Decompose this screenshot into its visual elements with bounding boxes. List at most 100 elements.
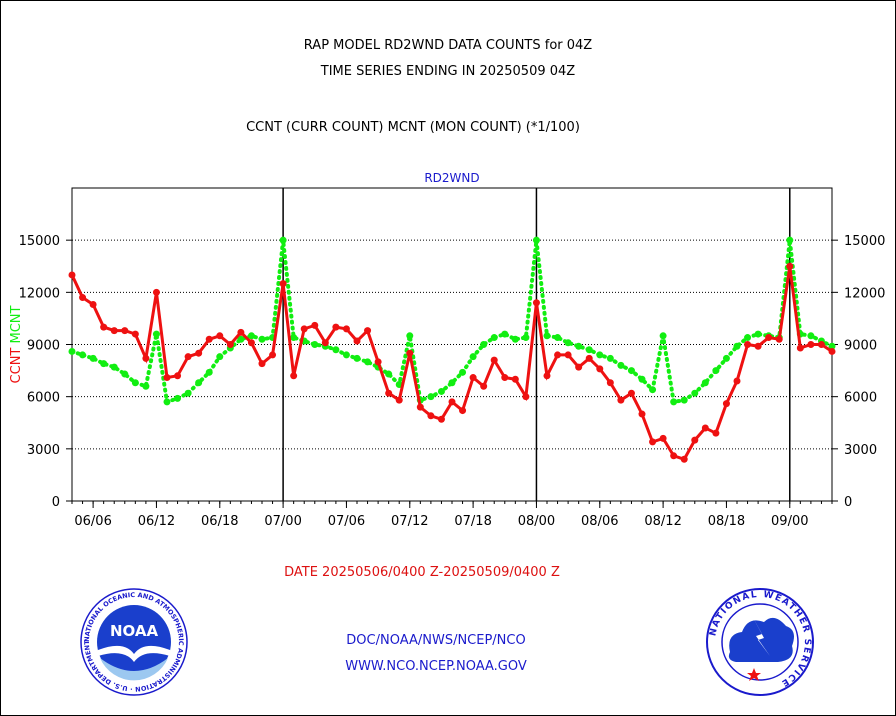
mcnt-point: [712, 367, 720, 375]
noaa-logo-bird: [98, 645, 170, 662]
noaa-logo-disc: [97, 605, 171, 679]
url-line: WWW.NCO.NCEP.NOAA.GOV: [345, 659, 527, 674]
ccnt-point: [89, 301, 97, 309]
ccnt-point: [279, 280, 287, 288]
x-tick-label: 06/18: [201, 514, 238, 529]
x-tick-label: 06/06: [74, 514, 111, 529]
mcnt-point: [744, 334, 752, 342]
ccnt-point: [353, 337, 361, 345]
mcnt-point: [828, 342, 836, 350]
nws-logo: NATIONAL WEATHER SERVICE: [706, 588, 814, 696]
mcnt-point: [754, 330, 762, 338]
x-tick-label: 07/00: [264, 514, 301, 529]
ccnt-point: [152, 288, 160, 296]
ccnt-point: [617, 396, 625, 404]
org-line: DOC/NOAA/NWS/NCEP/NCO: [346, 633, 526, 648]
ccnt-point: [469, 374, 477, 382]
ccnt-point: [395, 396, 403, 404]
mcnt-point: [290, 334, 298, 342]
mcnt-point: [722, 354, 730, 362]
chart-title-line1: RAP MODEL RD2WND DATA COUNTS for 04Z: [303, 38, 593, 53]
mcnt-point: [142, 382, 150, 390]
ccnt-point: [195, 349, 203, 357]
mcnt-point: [353, 354, 361, 362]
mcnt-point: [448, 379, 456, 387]
x-tick-label: 09/00: [771, 514, 808, 529]
ccnt-point: [459, 407, 467, 415]
y-tick-label-right: 12000: [844, 286, 885, 301]
ccnt-point: [701, 424, 709, 432]
ccnt-point: [131, 330, 139, 338]
ccnt-point: [511, 375, 519, 383]
mcnt-point: [691, 389, 699, 397]
mcnt-point: [385, 370, 393, 378]
ccnt-point: [490, 356, 498, 364]
ccnt-point: [300, 325, 308, 333]
ccnt-point: [342, 325, 350, 333]
ccnt-point: [321, 339, 329, 347]
mcnt-point: [564, 339, 572, 347]
ccnt-point: [247, 339, 255, 347]
mcnt-point: [427, 393, 435, 401]
plot-series-title: RD2WND: [424, 171, 479, 185]
mcnt-point: [733, 342, 741, 350]
y-axis-label-group: CCNT MCNT: [9, 305, 24, 383]
ccnt-point: [311, 321, 319, 329]
y-axis-label-mcnt: MCNT: [9, 305, 24, 347]
ccnt-point: [585, 354, 593, 362]
mcnt-point: [532, 236, 540, 244]
mcnt-point: [701, 379, 709, 387]
ccnt-point: [828, 347, 836, 355]
ccnt-point: [258, 360, 266, 368]
ccnt-point: [754, 342, 762, 350]
ccnt-point: [596, 365, 604, 373]
mcnt-point: [807, 332, 815, 340]
ccnt-point: [554, 351, 562, 359]
ccnt-point: [416, 403, 424, 411]
mcnt-point: [121, 370, 129, 378]
ccnt-point: [543, 372, 551, 380]
ccnt-point: [807, 341, 815, 348]
mcnt-point: [364, 358, 372, 366]
mcnt-point: [437, 387, 445, 395]
ccnt-point: [501, 374, 509, 382]
mcnt-point: [649, 386, 657, 394]
mcnt-point: [585, 346, 593, 354]
ccnt-point: [532, 299, 540, 307]
ccnt-point: [775, 335, 783, 343]
mcnt-point: [247, 332, 255, 340]
chart-title-line2: TIME SERIES ENDING IN 20250509 04Z: [320, 64, 576, 79]
mcnt-point: [786, 236, 794, 244]
mcnt-point: [205, 368, 213, 376]
y-axis-label-ccnt: CCNT: [9, 348, 24, 384]
mcnt-point: [596, 351, 604, 359]
ccnt-point: [564, 351, 572, 359]
ccnt-point: [237, 328, 245, 336]
mcnt-point: [480, 341, 488, 348]
y-tick-label-left: 9000: [27, 339, 60, 354]
y-tick-label-right: 0: [844, 495, 852, 510]
ccnt-point: [290, 372, 298, 380]
ccnt-point: [733, 377, 741, 385]
mcnt-point: [575, 342, 583, 350]
mcnt-point: [311, 341, 319, 348]
x-tick-label: 07/12: [391, 514, 428, 529]
ccnt-point: [638, 410, 646, 418]
ccnt-point: [226, 341, 234, 348]
date-range-label: DATE 20250506/0400 Z-20250509/0400 Z: [284, 565, 560, 580]
ccnt-point: [79, 294, 87, 302]
mcnt-point: [511, 335, 519, 343]
ccnt-point: [332, 323, 340, 331]
y-tick-label-right: 3000: [844, 443, 877, 458]
mcnt-point: [670, 398, 678, 406]
mcnt-point: [110, 363, 118, 371]
mcnt-point: [501, 330, 509, 338]
ccnt-point: [448, 398, 456, 406]
ccnt-point: [100, 323, 108, 331]
mcnt-point: [617, 361, 625, 369]
y-tick-label-right: 9000: [844, 339, 877, 354]
ccnt-point: [205, 335, 213, 343]
mcnt-point: [554, 334, 562, 342]
